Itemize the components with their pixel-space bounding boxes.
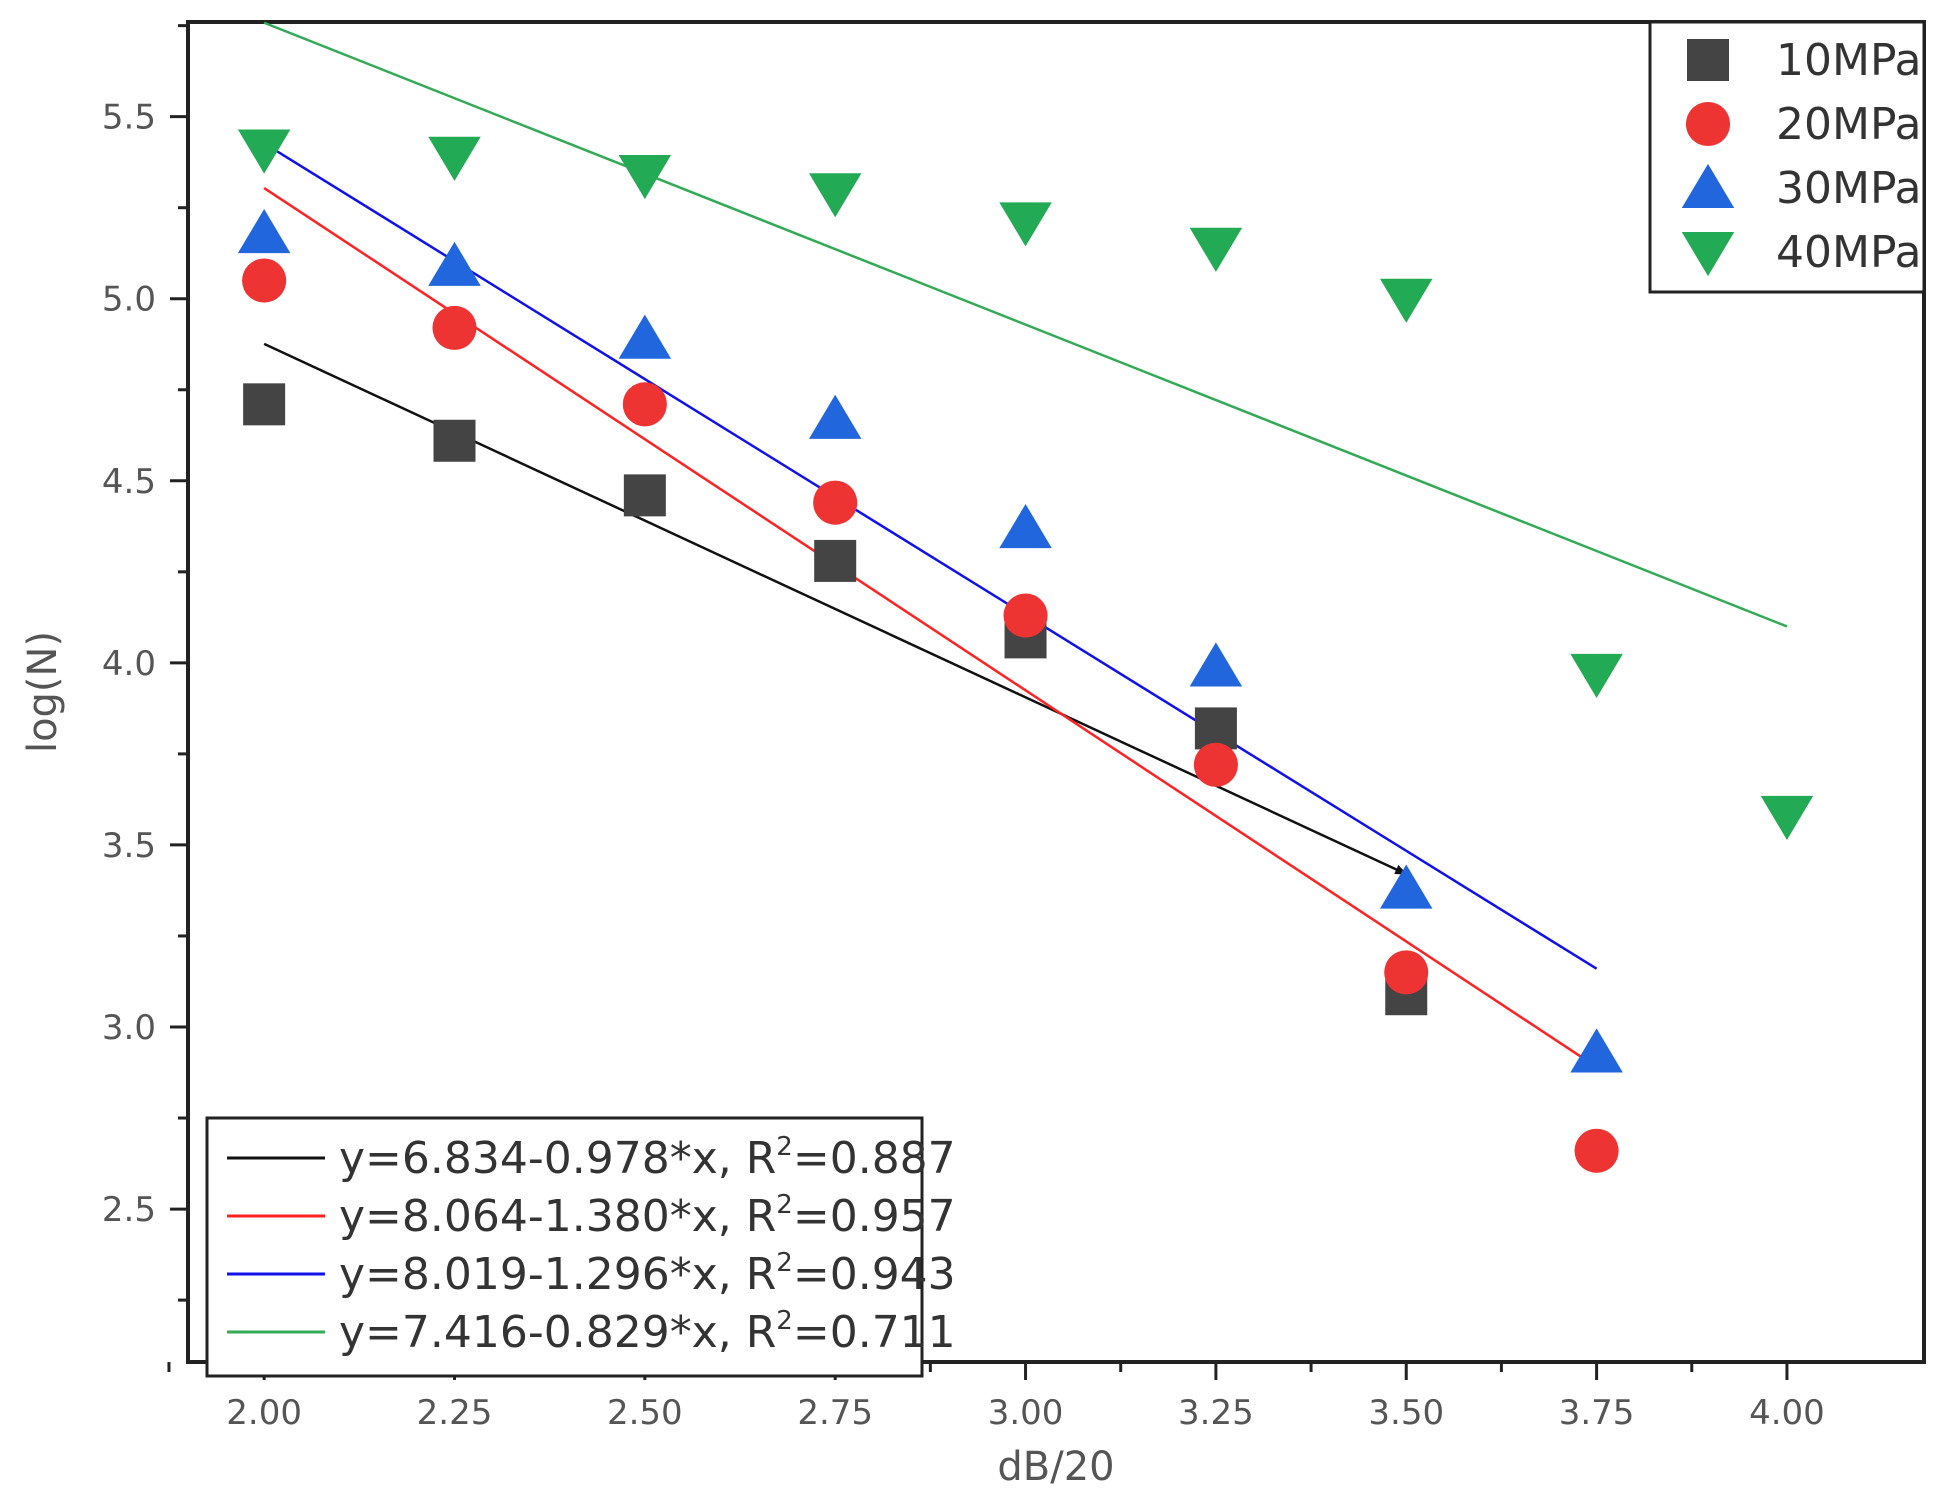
point-40mpa-4	[808, 173, 862, 218]
point-10mpa-3	[623, 474, 666, 517]
point-40mpa-1	[237, 129, 291, 174]
point-30mpa-2	[428, 241, 481, 286]
fit-r2-value: =0.943	[793, 1249, 956, 1300]
x-tick-label: 2.50	[607, 1393, 683, 1433]
y-tick-label: 2.5	[102, 1190, 156, 1230]
data-markers	[237, 129, 1814, 1173]
x-axis-label: dB/20	[997, 1444, 1114, 1490]
point-30mpa-4	[808, 394, 862, 439]
point-20mpa-7	[1384, 950, 1429, 995]
fit-equation: y=7.416-0.829*x, R	[339, 1307, 776, 1358]
y-tick-label: 5.0	[102, 280, 156, 320]
fit-legend-label-2: y=8.064-1.380*x, R2=0.957	[339, 1190, 956, 1242]
x-tick-label: 2.75	[797, 1393, 873, 1433]
x-tick-label: 3.25	[1178, 1393, 1254, 1433]
fit-legend: y=6.834-0.978*x, R2=0.887y=8.064-1.380*x…	[205, 1116, 956, 1378]
point-20mpa-2	[432, 305, 477, 350]
point-40mpa-6	[1189, 227, 1243, 272]
x-tick-label: 4.00	[1749, 1393, 1825, 1433]
point-20mpa-1	[242, 258, 287, 303]
point-30mpa-3	[618, 314, 672, 359]
point-40mpa-3	[618, 154, 672, 200]
point-20mpa-8	[1574, 1128, 1619, 1173]
x-tick-label: 3.75	[1559, 1393, 1635, 1433]
fit-legend-label-1: y=6.834-0.978*x, R2=0.887	[339, 1132, 956, 1184]
fit-line-2	[263, 187, 1598, 1069]
fit-equation: y=8.019-1.296*x, R	[339, 1249, 776, 1300]
r2-superscript: 2	[776, 1132, 793, 1162]
fit-legend-label-4: y=7.416-0.829*x, R2=0.711	[339, 1306, 956, 1358]
point-30mpa-1	[237, 209, 291, 254]
point-30mpa-8	[1570, 1028, 1623, 1073]
point-10mpa-6	[1194, 707, 1237, 750]
x-tick-label: 3.00	[988, 1393, 1064, 1433]
legend-marker-40mpa	[1681, 232, 1735, 277]
legend-marker-30mpa	[1681, 163, 1735, 208]
point-30mpa-7	[1379, 864, 1433, 909]
point-40mpa-2	[428, 136, 481, 181]
x-tick-label: 2.25	[417, 1393, 493, 1433]
point-40mpa-7	[1379, 278, 1433, 323]
r2-superscript: 2	[776, 1248, 793, 1278]
fit-line-4	[263, 21, 1788, 628]
legend-label-20mpa: 20MPa	[1776, 99, 1921, 150]
y-axis: 2.5 3.0 3.5 4.0 4.5 5.0 5.5	[102, 24, 188, 1302]
legend-marker-20mpa	[1685, 101, 1731, 147]
y-tick-label: 5.5	[102, 98, 156, 138]
legend-label-30mpa: 30MPa	[1776, 163, 1921, 214]
point-10mpa-2	[433, 419, 476, 462]
x-tick-label: 2.00	[226, 1393, 302, 1433]
point-20mpa-5	[1003, 593, 1048, 638]
legend-label-40mpa: 40MPa	[1776, 227, 1921, 278]
y-axis-label: log(N)	[20, 631, 66, 753]
point-30mpa-5	[999, 503, 1052, 549]
legend-marker-10mpa	[1687, 39, 1729, 81]
fit-equation: y=6.834-0.978*x, R	[339, 1133, 776, 1184]
y-tick-label: 4.5	[102, 462, 156, 502]
legend-label-10mpa: 10MPa	[1776, 35, 1921, 86]
x-tick-label: 3.50	[1368, 1393, 1444, 1433]
fit-line-3	[263, 142, 1598, 970]
fit-r2-value: =0.711	[793, 1307, 956, 1358]
fit-r2-value: =0.887	[793, 1133, 956, 1184]
fit-r2-value: =0.957	[793, 1191, 956, 1242]
fit-legend-label-3: y=8.019-1.296*x, R2=0.943	[339, 1248, 956, 1300]
point-40mpa-8	[1570, 653, 1623, 698]
y-tick-label: 3.0	[102, 1008, 156, 1048]
point-10mpa-1	[243, 383, 286, 426]
marker-legend: 10MPa 20MPa 30MPa 40MPa	[1648, 20, 1926, 294]
r2-superscript: 2	[776, 1190, 793, 1220]
point-10mpa-4	[814, 539, 857, 582]
y-tick-label: 3.5	[102, 826, 156, 866]
point-20mpa-4	[813, 480, 858, 525]
point-30mpa-6	[1189, 642, 1243, 687]
fit-equation: y=8.064-1.380*x, R	[339, 1191, 776, 1242]
point-40mpa-9	[1760, 795, 1814, 840]
point-40mpa-5	[999, 202, 1052, 247]
r2-superscript: 2	[776, 1306, 793, 1336]
y-tick-label: 4.0	[102, 644, 156, 684]
fit-legend-box	[205, 1116, 924, 1378]
point-20mpa-6	[1193, 742, 1238, 787]
point-20mpa-3	[622, 382, 667, 427]
